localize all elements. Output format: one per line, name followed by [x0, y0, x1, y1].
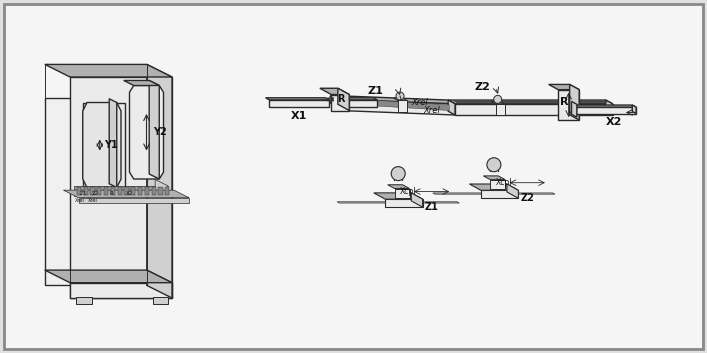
Circle shape [391, 167, 405, 181]
Polygon shape [83, 102, 125, 187]
Polygon shape [104, 187, 108, 195]
Polygon shape [387, 185, 409, 189]
Polygon shape [455, 104, 612, 115]
Polygon shape [456, 102, 607, 103]
Text: X2: X2 [605, 116, 621, 126]
Polygon shape [448, 100, 455, 115]
Polygon shape [398, 101, 407, 112]
Polygon shape [342, 98, 449, 110]
Polygon shape [97, 187, 101, 195]
Polygon shape [90, 187, 95, 195]
Polygon shape [572, 105, 636, 107]
Polygon shape [338, 88, 349, 110]
Polygon shape [45, 270, 172, 283]
Polygon shape [158, 187, 163, 195]
Polygon shape [558, 90, 579, 120]
Polygon shape [266, 98, 329, 100]
Polygon shape [496, 104, 505, 115]
Polygon shape [448, 100, 612, 104]
Polygon shape [490, 180, 506, 189]
Text: Z1: Z1 [368, 85, 384, 96]
Text: Xrel: Xrel [75, 198, 85, 203]
Polygon shape [484, 176, 506, 180]
Polygon shape [70, 283, 172, 298]
Circle shape [487, 158, 501, 172]
Circle shape [396, 92, 404, 100]
Text: Xrel: Xrel [88, 198, 98, 203]
Polygon shape [507, 184, 518, 198]
Text: Z1: Z1 [425, 202, 438, 212]
Text: Y2: Y2 [153, 127, 167, 137]
Text: X1: X1 [291, 111, 308, 121]
Text: R: R [109, 191, 113, 196]
Polygon shape [395, 189, 409, 198]
Polygon shape [74, 186, 168, 196]
Polygon shape [344, 98, 378, 100]
Polygon shape [165, 187, 170, 195]
FancyBboxPatch shape [4, 4, 703, 349]
Text: Z2: Z2 [475, 82, 491, 92]
Polygon shape [491, 101, 505, 104]
Polygon shape [481, 190, 518, 198]
Polygon shape [549, 84, 579, 90]
Polygon shape [571, 101, 577, 117]
Polygon shape [70, 77, 172, 298]
Polygon shape [576, 107, 636, 114]
Polygon shape [83, 187, 88, 195]
Polygon shape [347, 100, 378, 107]
Polygon shape [147, 270, 172, 298]
Polygon shape [83, 102, 121, 187]
Polygon shape [78, 198, 189, 203]
Polygon shape [153, 297, 168, 304]
Polygon shape [151, 187, 156, 195]
Polygon shape [393, 98, 407, 101]
Text: Xcpl: Xcpl [496, 178, 512, 187]
Polygon shape [374, 193, 423, 199]
Polygon shape [337, 202, 460, 203]
Polygon shape [340, 99, 455, 115]
Polygon shape [77, 187, 81, 195]
Polygon shape [454, 101, 605, 102]
Polygon shape [155, 179, 168, 196]
Polygon shape [632, 105, 636, 114]
Text: R: R [560, 97, 568, 107]
Text: Z2: Z2 [92, 191, 100, 196]
Text: Xcpl: Xcpl [399, 187, 416, 196]
Text: Y1: Y1 [105, 140, 118, 150]
Polygon shape [111, 187, 115, 195]
Polygon shape [269, 100, 329, 107]
Polygon shape [606, 100, 612, 115]
Text: R: R [337, 94, 344, 104]
Polygon shape [570, 84, 579, 120]
Polygon shape [64, 190, 189, 198]
Polygon shape [149, 80, 159, 179]
Polygon shape [138, 187, 142, 195]
Polygon shape [124, 187, 129, 195]
Polygon shape [124, 80, 159, 85]
Polygon shape [334, 96, 455, 104]
Polygon shape [45, 64, 172, 77]
Circle shape [493, 95, 502, 103]
Text: Xrel: Xrel [411, 98, 428, 107]
Polygon shape [145, 187, 149, 195]
Polygon shape [332, 95, 349, 110]
Polygon shape [147, 64, 172, 298]
Polygon shape [76, 297, 92, 304]
Polygon shape [132, 187, 136, 195]
Polygon shape [109, 99, 117, 187]
Polygon shape [117, 187, 122, 195]
Polygon shape [411, 193, 423, 207]
Text: Z2: Z2 [520, 193, 534, 203]
Polygon shape [45, 97, 147, 285]
Text: Xrel: Xrel [423, 106, 440, 115]
Polygon shape [385, 199, 423, 207]
Text: Z1: Z1 [79, 191, 87, 196]
Text: X2: X2 [126, 191, 134, 196]
Polygon shape [320, 88, 349, 95]
Polygon shape [129, 85, 163, 179]
Polygon shape [469, 184, 518, 190]
Polygon shape [433, 193, 555, 194]
